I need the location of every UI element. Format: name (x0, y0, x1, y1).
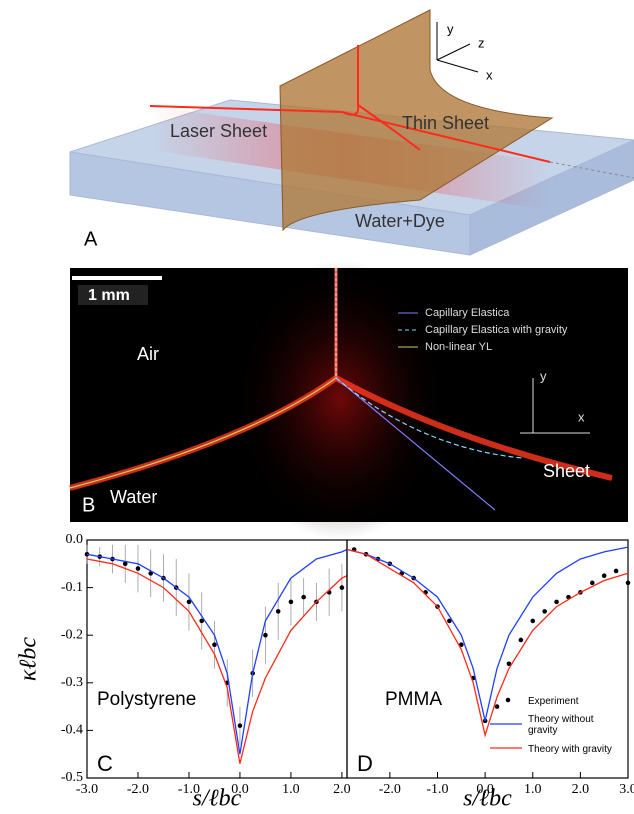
label: Water+Dye (355, 211, 445, 231)
legend-label: Experiment (528, 689, 620, 713)
x-tick-label: -2.0 (127, 782, 149, 797)
x-tick-label: -1.0 (426, 782, 448, 797)
panel-b: 1 mm Capillary Elastica Capillary Elasti… (70, 260, 628, 540)
panel-label: D (357, 751, 373, 776)
data-point (602, 573, 607, 578)
data-point (276, 609, 281, 614)
y-tick-label: -0.1 (61, 580, 83, 595)
legend-label: Theory without gravity (528, 713, 620, 737)
x-axis-label: s/ℓbc (463, 786, 512, 812)
data-point (614, 569, 619, 574)
panel-label: A (84, 228, 98, 250)
x-tick-label: 1.0 (282, 782, 300, 797)
y-tick-label: 0.0 (66, 532, 84, 547)
annotation: Polystyrene (97, 689, 196, 710)
data-point (212, 642, 217, 647)
x-tick-label: -2.0 (379, 782, 401, 797)
data-point (590, 581, 595, 586)
page: {"panel_a": {"label": "A", "laser_sheet"… (0, 0, 634, 814)
label: Thin Sheet (402, 113, 489, 133)
theory-curve (87, 550, 347, 755)
legend-marker (506, 698, 511, 703)
data-point (554, 600, 559, 605)
theory-curve (87, 559, 347, 764)
axis-label: z (478, 35, 485, 50)
data-point (301, 595, 306, 600)
data-point (495, 704, 500, 709)
glow (230, 260, 450, 540)
y-axis-label: κℓbc (16, 637, 42, 682)
y-tick-label: -0.3 (61, 675, 83, 690)
axis-label: y (540, 368, 547, 383)
legend-label: Theory with gravity (528, 737, 620, 761)
label: Sheet (543, 461, 590, 481)
x-tick-label: 2.0 (572, 782, 590, 797)
panel-label: B (82, 494, 95, 516)
annotation: PMMA (385, 689, 442, 710)
legend-label: Capillary Elastica (425, 307, 510, 319)
axis-label: y (447, 21, 454, 36)
legend-entry: Experiment (528, 689, 620, 713)
data-point (530, 619, 535, 624)
data-point (136, 566, 141, 571)
data-point (542, 609, 547, 614)
axis-label: x (486, 67, 493, 82)
axis-label: x (578, 409, 585, 424)
label: Water (110, 487, 157, 507)
data-point (238, 723, 243, 728)
panel-label: C (97, 751, 113, 776)
legend-entry: Theory with gravity (528, 737, 620, 761)
panel-a: y z x Laser Sheet Thin Sheet Water+Dye A (70, 10, 634, 255)
legend-label: Capillary Elastica with gravity (425, 324, 568, 336)
label: Laser Sheet (170, 121, 267, 141)
data-point (340, 585, 345, 590)
data-point (519, 638, 524, 643)
data-point (289, 600, 294, 605)
data-point (263, 633, 268, 638)
y-tick-label: -0.5 (61, 770, 83, 785)
legend-entry: Theory without gravity (528, 713, 620, 737)
x-tick-label: 2.0 (333, 782, 351, 797)
label: Air (137, 344, 159, 364)
x-tick-label: 1.0 (524, 782, 542, 797)
legend-label: Non-linear YL (425, 341, 492, 353)
data-point (626, 581, 631, 586)
x-tick-label: 3.0 (619, 782, 634, 797)
figure: y z x Laser Sheet Thin Sheet Water+Dye A… (0, 0, 634, 814)
axes-3d (437, 22, 478, 72)
scale-label: 1 mm (88, 287, 130, 304)
y-tick-label: -0.2 (61, 627, 83, 642)
y-tick-label: -0.4 (61, 723, 83, 738)
x-axis-label: s/ℓbc (193, 786, 242, 812)
